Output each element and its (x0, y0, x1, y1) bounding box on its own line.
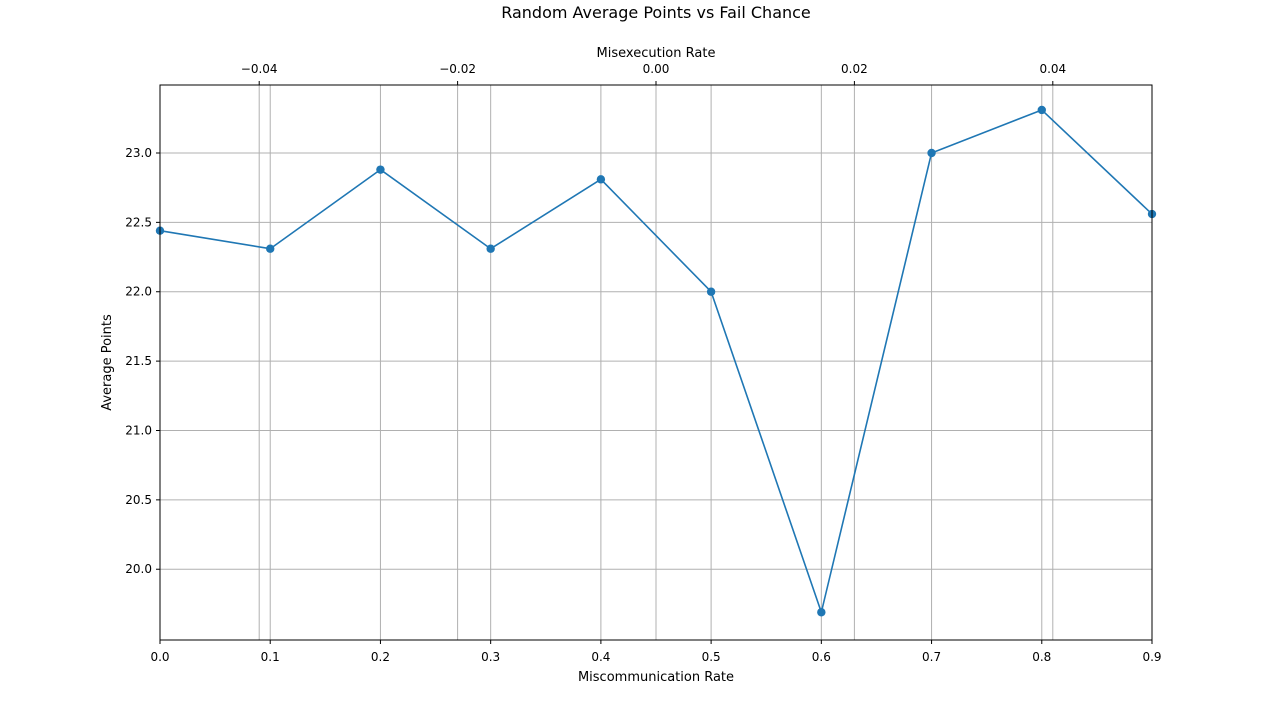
data-point (266, 244, 275, 253)
y-tick-label: 21.5 (125, 354, 152, 368)
data-point (596, 175, 606, 184)
x-tick-label: 0.2 (371, 650, 390, 664)
series-line (159, 109, 1153, 614)
x-tick-label: 0.4 (591, 650, 610, 664)
x-tick-label: 0.8 (1032, 650, 1051, 664)
data-point (1037, 105, 1046, 115)
y-tick-label: 23.0 (125, 146, 152, 160)
x-tick-label: 0.9 (1142, 650, 1161, 664)
x-axis-label: Miscommunication Rate (578, 670, 734, 685)
data-point (927, 148, 936, 158)
data-point (486, 244, 495, 253)
top-x-tick-label: −0.04 (241, 62, 278, 76)
y-tick-label: 20.5 (125, 493, 152, 507)
top-x-tick-label: −0.02 (439, 62, 476, 76)
grid-lines (159, 85, 1153, 640)
data-point (376, 165, 385, 174)
y-tick-label: 22.0 (125, 285, 152, 299)
x-tick-label: 0.5 (702, 650, 721, 664)
y-axis-label: Average Points (100, 314, 115, 411)
top-x-axis-label: Misexecution Rate (597, 46, 716, 61)
top-x-tick-label: 0.04 (1039, 62, 1066, 76)
chart-title: Random Average Points vs Fail Chance (501, 3, 811, 22)
x-tick-label: 0.7 (922, 650, 941, 664)
x-tick-label: 0.0 (150, 650, 169, 664)
x-tick-label: 0.1 (261, 650, 280, 664)
data-point (817, 608, 826, 617)
data-point (706, 287, 716, 296)
y-tick-label: 22.5 (125, 215, 152, 229)
top-x-tick-label: 0.00 (643, 62, 670, 76)
y-tick-label: 21.0 (125, 423, 152, 437)
top-x-tick-label: 0.02 (841, 62, 868, 76)
data-series (155, 105, 1157, 617)
y-tick-label: 20.0 (125, 562, 152, 576)
x-tick-label: 0.3 (481, 650, 500, 664)
x-tick-label: 0.6 (812, 650, 831, 664)
axes: 0.0 0.1 0.2 0.3 0.4 0.5 0.6 0.7 0.8 0.9 −0.04 −0.02… (125, 62, 1161, 664)
